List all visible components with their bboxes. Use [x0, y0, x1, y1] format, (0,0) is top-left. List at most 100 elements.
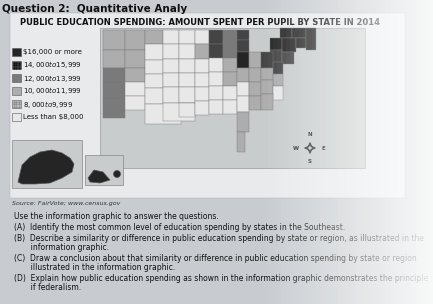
- Bar: [103, 68, 125, 82]
- Bar: [163, 30, 179, 44]
- Bar: [195, 30, 209, 44]
- Bar: [179, 103, 195, 117]
- Bar: [125, 68, 145, 82]
- Bar: [282, 38, 296, 52]
- Bar: [125, 50, 145, 68]
- Bar: [103, 50, 125, 68]
- Bar: [296, 38, 306, 48]
- Bar: [209, 30, 223, 44]
- Text: $16,000 or more: $16,000 or more: [23, 49, 82, 55]
- Text: N: N: [308, 132, 312, 137]
- Bar: [195, 73, 209, 87]
- Bar: [145, 104, 181, 124]
- Bar: [223, 30, 237, 44]
- Bar: [223, 100, 237, 114]
- Bar: [195, 87, 209, 101]
- Bar: [12, 74, 21, 82]
- Bar: [145, 60, 163, 74]
- Polygon shape: [88, 170, 110, 183]
- Bar: [223, 40, 237, 58]
- Bar: [179, 44, 195, 59]
- Bar: [195, 101, 209, 115]
- Bar: [163, 103, 195, 121]
- Bar: [237, 52, 249, 68]
- Bar: [163, 87, 179, 103]
- Text: Less than $8,000: Less than $8,000: [23, 114, 84, 120]
- Bar: [12, 100, 21, 108]
- Bar: [249, 68, 261, 82]
- Bar: [261, 52, 273, 68]
- Bar: [12, 87, 21, 95]
- Bar: [249, 82, 261, 96]
- Bar: [179, 59, 195, 73]
- Bar: [209, 100, 223, 114]
- Text: (C)  Draw a conclusion about that similarity or difference in public education s: (C) Draw a conclusion about that similar…: [14, 254, 417, 263]
- Bar: [306, 28, 316, 50]
- Bar: [237, 96, 249, 112]
- Bar: [249, 96, 261, 110]
- Bar: [237, 68, 249, 82]
- Bar: [209, 44, 223, 58]
- Bar: [282, 52, 294, 64]
- Bar: [209, 72, 223, 86]
- Circle shape: [113, 171, 120, 178]
- Bar: [273, 74, 283, 86]
- Bar: [195, 44, 209, 59]
- Bar: [270, 38, 282, 50]
- Bar: [223, 58, 237, 72]
- Text: PUBLIC EDUCATION SPENDING: AMOUNT SPENT PER PUPIL BY STATE IN 2014: PUBLIC EDUCATION SPENDING: AMOUNT SPENT …: [20, 18, 380, 27]
- Bar: [12, 113, 21, 121]
- Bar: [103, 98, 125, 118]
- Bar: [12, 140, 82, 188]
- Text: $12,000 to $13,999: $12,000 to $13,999: [23, 72, 82, 84]
- Bar: [179, 30, 195, 44]
- Bar: [273, 62, 283, 74]
- Text: information graphic.: information graphic.: [14, 243, 109, 252]
- Bar: [103, 82, 125, 98]
- Bar: [209, 58, 223, 72]
- Bar: [261, 68, 273, 80]
- Bar: [273, 86, 283, 100]
- Bar: [100, 28, 365, 168]
- Bar: [10, 13, 405, 198]
- Bar: [237, 40, 249, 52]
- Bar: [237, 30, 249, 40]
- Bar: [261, 94, 273, 110]
- Text: $10,000 to $11,999: $10,000 to $11,999: [23, 85, 82, 96]
- Text: if federalism.: if federalism.: [14, 283, 81, 292]
- Bar: [145, 44, 163, 60]
- Bar: [223, 86, 237, 100]
- Bar: [292, 28, 306, 38]
- Text: illustrated in the information graphic.: illustrated in the information graphic.: [14, 263, 175, 272]
- Text: (D)  Explain how public education spending as shown in the information graphic d: (D) Explain how public education spendin…: [14, 274, 428, 283]
- Bar: [163, 44, 179, 59]
- Text: Use the information graphic to answer the questions.: Use the information graphic to answer th…: [14, 212, 219, 221]
- Polygon shape: [18, 150, 74, 184]
- Bar: [125, 82, 145, 96]
- Bar: [261, 80, 273, 94]
- Text: Source: FairVote; www.census.gov: Source: FairVote; www.census.gov: [12, 201, 120, 206]
- Bar: [280, 28, 292, 38]
- Bar: [145, 74, 163, 88]
- Bar: [270, 50, 282, 62]
- Text: E: E: [321, 146, 325, 150]
- Bar: [85, 155, 123, 185]
- Bar: [145, 88, 163, 104]
- Bar: [179, 73, 195, 87]
- Bar: [12, 48, 21, 56]
- Bar: [163, 73, 179, 87]
- Text: $8,000 to $9,999: $8,000 to $9,999: [23, 98, 73, 109]
- Bar: [145, 30, 163, 44]
- Text: (B)  Describe a similarity or difference in public education spending by state o: (B) Describe a similarity or difference …: [14, 234, 424, 243]
- Text: W: W: [293, 146, 299, 150]
- Bar: [125, 96, 145, 110]
- Bar: [12, 61, 21, 69]
- Text: S: S: [308, 159, 312, 164]
- Bar: [237, 112, 249, 132]
- Bar: [237, 132, 245, 152]
- Bar: [103, 30, 125, 50]
- Bar: [209, 86, 223, 100]
- Bar: [195, 59, 209, 73]
- Text: Question 2:  Quantitative Analy: Question 2: Quantitative Analy: [2, 4, 187, 14]
- Bar: [223, 72, 237, 86]
